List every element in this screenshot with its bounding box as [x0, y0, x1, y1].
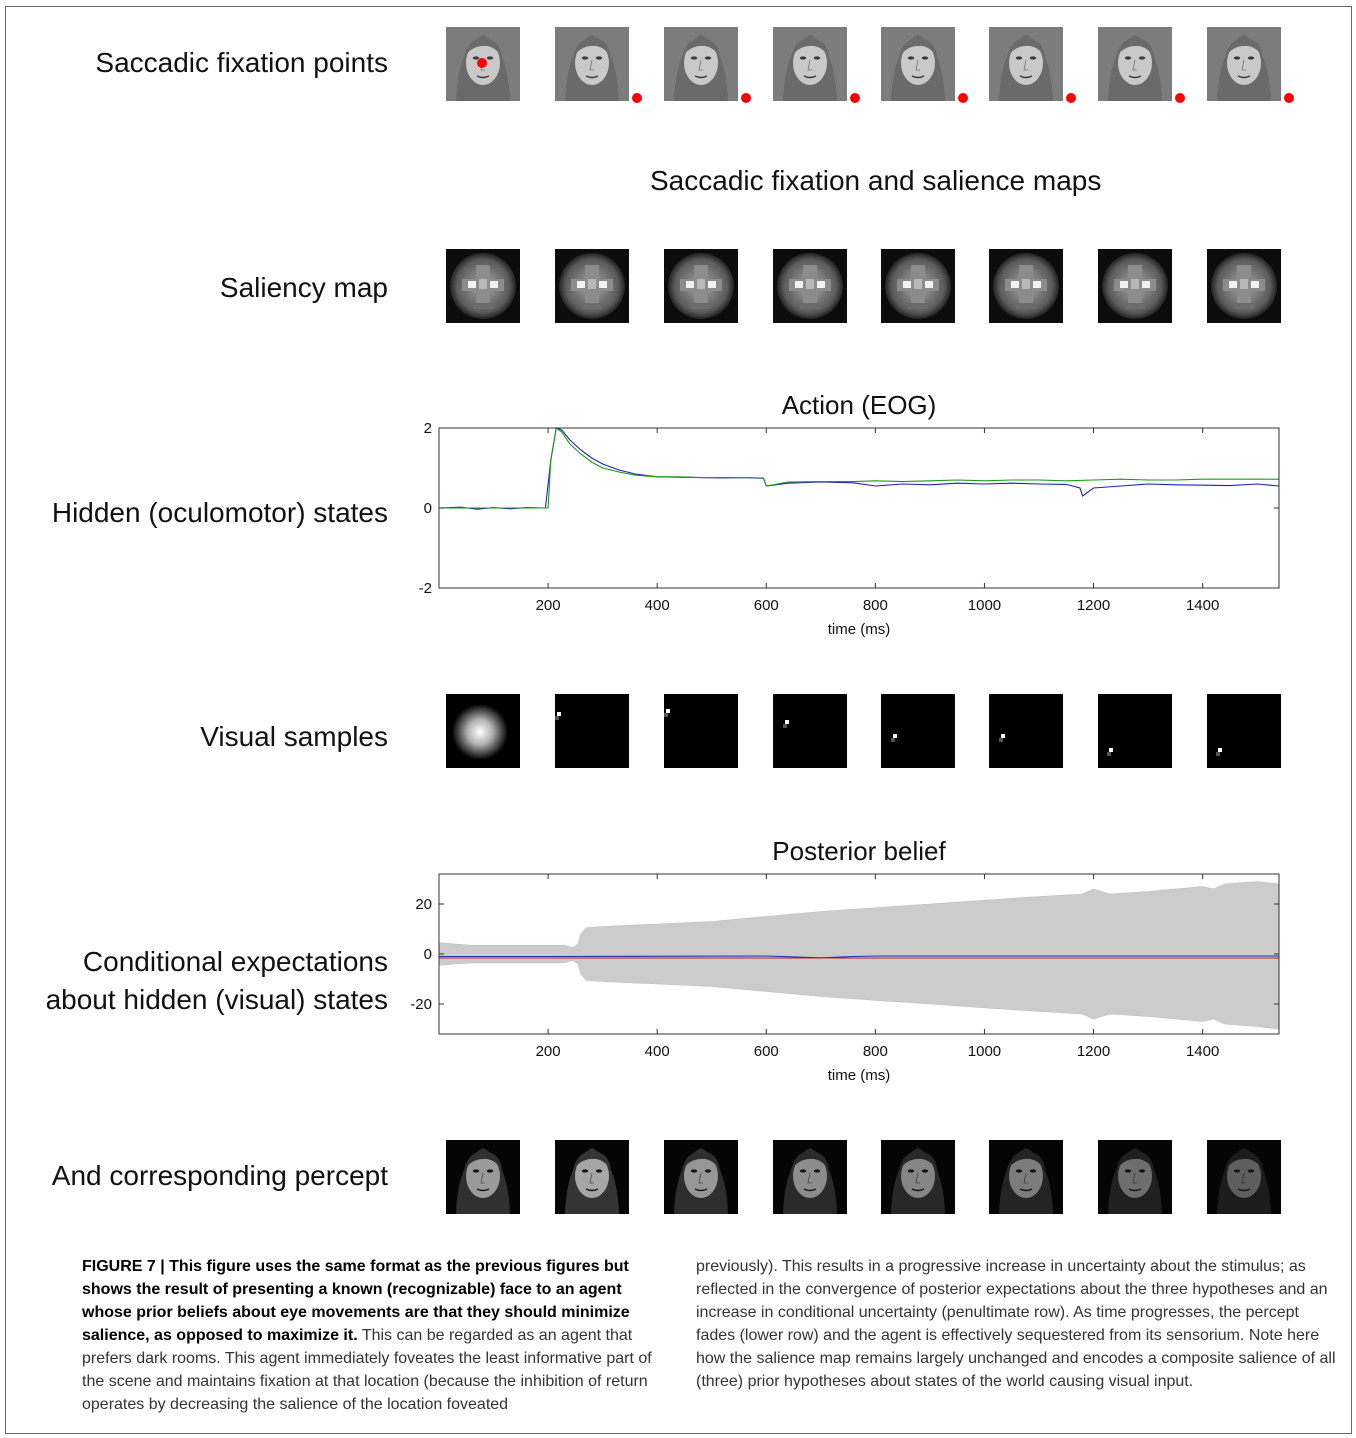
y-tick-label: 0	[424, 500, 432, 517]
percept-thumbnail-5	[881, 1140, 955, 1214]
hidden-states-row-label: Hidden (oculomotor) states	[51, 497, 388, 528]
x-tick-label: 400	[645, 1043, 670, 1060]
x-axis-label: time (ms)	[828, 1067, 891, 1084]
conditional-row-label-1: Conditional expectations	[82, 946, 388, 977]
saliency-thumbnail-8	[1207, 249, 1281, 323]
caption-right: previously). This results in a progressi…	[696, 1255, 1336, 1393]
x-tick-label: 1000	[968, 597, 1001, 614]
saliency-thumbnail-3	[664, 249, 738, 323]
x-axis-label: time (ms)	[828, 621, 891, 638]
x-tick-label: 1200	[1077, 1043, 1110, 1060]
visual-sample-thumbnail-8	[1207, 694, 1281, 768]
caption-left: FIGURE 7 | This figure uses the same for…	[82, 1255, 670, 1416]
y-tick-label: 2	[424, 420, 432, 437]
fixation-dot	[1175, 93, 1185, 103]
eog-chart: Action (EOG) 200 400 600 800 1000 1200 1400 2 0 -2…	[419, 390, 1280, 638]
visual-sample-thumbnail-2	[555, 694, 629, 768]
x-tick-label: 200	[536, 1043, 561, 1060]
fixation-dot	[741, 93, 751, 103]
caption-bold-text: This figure uses the same format as the …	[82, 1258, 630, 1344]
percept-thumbnail-2	[555, 1140, 629, 1214]
fixation-thumbnail-2	[555, 27, 642, 103]
saliency-thumbnail-5	[881, 249, 955, 323]
saliency-thumbnail-7	[1098, 249, 1172, 323]
visual-sample-thumbnail-1	[446, 694, 520, 768]
percept-thumbnail-8	[1207, 1140, 1281, 1214]
uncertainty-band	[438, 881, 1280, 1030]
fixation-thumbnail-5	[881, 27, 968, 103]
visual-sample-thumbnail-3	[664, 694, 738, 768]
x-tick-label: 400	[645, 597, 670, 614]
saliency-thumbnail-6	[989, 249, 1063, 323]
figure-frame	[5, 6, 1352, 1434]
x-tick-label: 800	[863, 597, 888, 614]
fixation-thumbnail-1	[446, 27, 520, 101]
fixation-row-label: Saccadic fixation points	[95, 47, 388, 78]
saliency-thumbnail-4	[773, 249, 847, 323]
fixation-thumbnail-4	[773, 27, 860, 103]
fixation-dot	[958, 93, 968, 103]
percept-thumbnail-7	[1098, 1140, 1172, 1214]
caption-left-text: This can be regarded as an agent that pr…	[82, 1327, 652, 1413]
x-tick-label: 1400	[1186, 597, 1219, 614]
plot-frame	[438, 427, 1280, 589]
caption-figure-label: FIGURE 7 |	[82, 1258, 170, 1275]
percept-thumbnail-4	[773, 1140, 847, 1214]
visual-sample-thumbnail-5	[881, 694, 955, 768]
x-tick-label: 600	[754, 1043, 779, 1060]
x-tick-label: 600	[754, 597, 779, 614]
fixation-dot	[477, 58, 487, 68]
fixation-thumbnail-3	[664, 27, 751, 103]
x-tick-label: 1000	[968, 1043, 1001, 1060]
fixation-thumbnail-6	[989, 27, 1076, 103]
chart-title: Posterior belief	[772, 836, 946, 866]
y-tick-label: 0	[424, 946, 432, 963]
percept-thumbnail-6	[989, 1140, 1063, 1214]
percept-thumbnail-1	[446, 1140, 520, 1214]
fixation-dot	[1066, 93, 1076, 103]
conditional-row-label-2: about hidden (visual) states	[45, 984, 388, 1015]
saliency-thumbnail-2	[555, 249, 629, 323]
percept-thumbnail-3	[664, 1140, 738, 1214]
fixation-dot	[850, 93, 860, 103]
section-title: Saccadic fixation and salience maps	[650, 165, 1102, 196]
x-tick-label: 200	[536, 597, 561, 614]
visual-sample-thumbnail-4	[773, 694, 847, 768]
fixation-thumbnail-7	[1098, 27, 1185, 103]
percept-row-label: And corresponding percept	[51, 1160, 388, 1191]
fixation-dot	[632, 93, 642, 103]
x-tick-label: 800	[863, 1043, 888, 1060]
fixation-dot	[1284, 93, 1294, 103]
y-tick-label: 20	[415, 896, 432, 913]
fixation-thumbnail-8	[1207, 27, 1294, 103]
x-tick-label: 1200	[1077, 597, 1110, 614]
visual-sample-thumbnail-6	[989, 694, 1063, 768]
series-line-1	[438, 427, 1280, 510]
chart-title: Action (EOG)	[782, 390, 937, 420]
series-line-2	[439, 427, 1279, 509]
caption-right-text: previously). This results in a progressi…	[696, 1258, 1336, 1390]
y-tick-label: -20	[410, 996, 432, 1013]
visual-samples-row-label: Visual samples	[200, 721, 388, 752]
y-tick-label: -2	[419, 580, 432, 597]
saliency-thumbnail-1	[446, 249, 520, 323]
x-tick-label: 1400	[1186, 1043, 1219, 1060]
visual-sample-thumbnail-7	[1098, 694, 1172, 768]
saliency-row-label: Saliency map	[219, 272, 388, 303]
